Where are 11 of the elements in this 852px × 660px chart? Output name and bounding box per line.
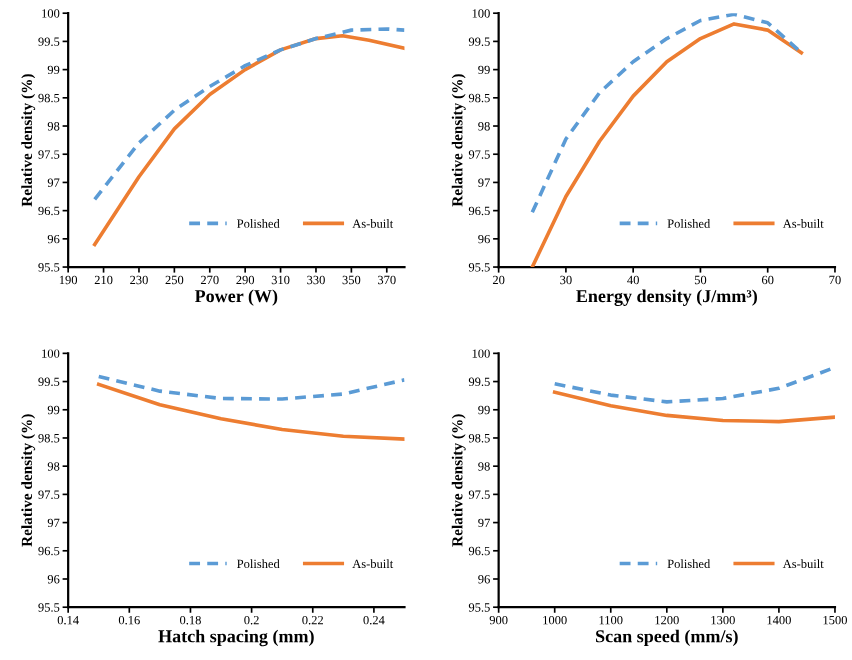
x-axis-title: Energy density (J/mm³) <box>576 289 757 307</box>
line-series <box>92 27 405 202</box>
line-series <box>92 33 405 247</box>
line-series <box>552 390 835 424</box>
line-series <box>552 365 835 404</box>
x-axis-title: Power (W) <box>194 289 278 306</box>
line-series <box>96 374 405 401</box>
line-series <box>96 382 405 441</box>
line-series <box>530 13 804 215</box>
x-axis-title: Hatch spacing (mm) <box>158 629 314 647</box>
x-axis-title: Scan speed (mm/s) <box>596 629 738 647</box>
